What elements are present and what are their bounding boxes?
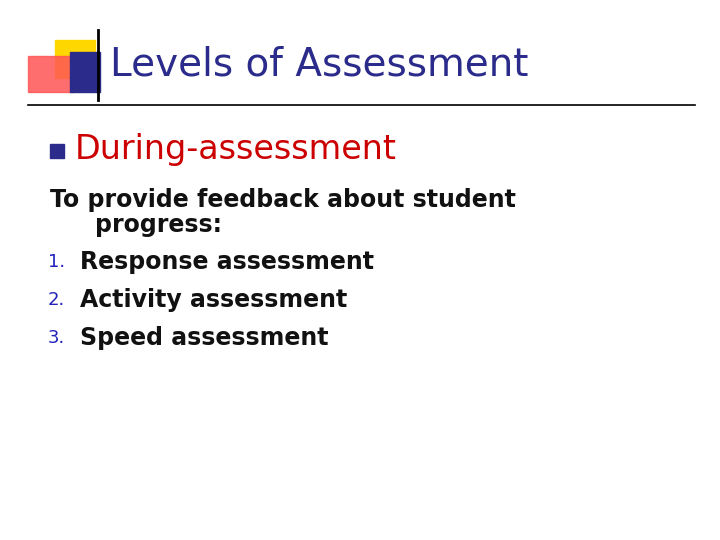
Bar xyxy=(55,40,95,78)
Text: Speed assessment: Speed assessment xyxy=(80,326,328,350)
Text: 2.: 2. xyxy=(48,291,65,309)
Bar xyxy=(50,144,64,158)
Bar xyxy=(28,56,73,92)
Text: During-assessment: During-assessment xyxy=(75,133,397,166)
Text: progress:: progress: xyxy=(95,213,222,237)
Text: Response assessment: Response assessment xyxy=(80,250,374,274)
Text: 1.: 1. xyxy=(48,253,65,271)
Text: Activity assessment: Activity assessment xyxy=(80,288,347,312)
Bar xyxy=(70,52,100,92)
Text: 3.: 3. xyxy=(48,329,65,347)
Text: Levels of Assessment: Levels of Assessment xyxy=(110,46,528,84)
Text: To provide feedback about student: To provide feedback about student xyxy=(50,188,516,212)
